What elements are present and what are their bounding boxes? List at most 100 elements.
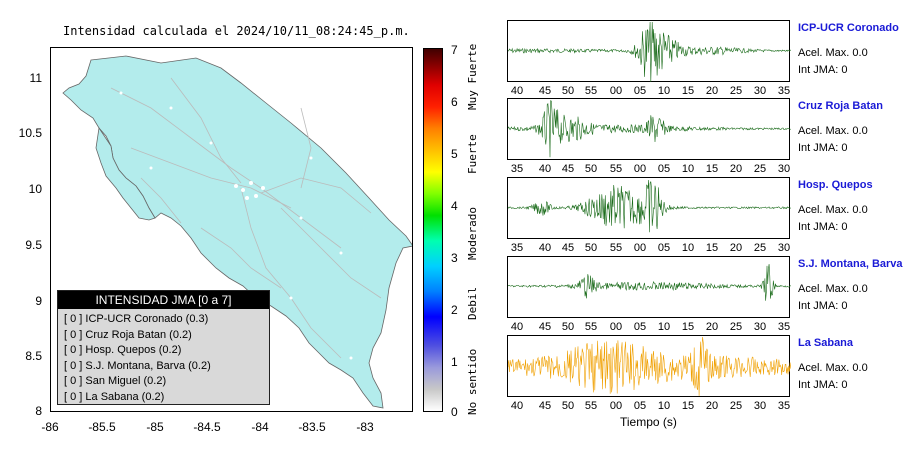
seismogram-trace[interactable] bbox=[507, 256, 791, 318]
y-tick: 8.5 bbox=[25, 349, 42, 363]
seismogram-trace[interactable] bbox=[507, 177, 791, 239]
time-tick: 50 bbox=[561, 400, 575, 412]
time-tick: 15 bbox=[705, 242, 719, 254]
seismogram-trace[interactable] bbox=[507, 20, 791, 83]
time-tick: 05 bbox=[633, 85, 647, 97]
time-tick: 55 bbox=[609, 242, 623, 254]
intensity-colorbar bbox=[423, 48, 443, 412]
colorbar-tick: 3 bbox=[451, 251, 458, 265]
y-tick: 10.5 bbox=[18, 126, 42, 140]
station-jma-intensity: Int JMA: 0 bbox=[798, 379, 848, 391]
time-tick: 45 bbox=[538, 85, 552, 97]
trace-time-ticks: 35 40 45 50 55 00 05 10 15 20 25 30 bbox=[507, 242, 790, 254]
time-tick: 00 bbox=[633, 163, 647, 175]
y-tick: 11 bbox=[29, 71, 42, 85]
colorbar-tick: 1 bbox=[451, 355, 458, 369]
y-tick: 9 bbox=[35, 294, 42, 308]
colorbar-label: Fuerte bbox=[466, 134, 479, 174]
time-tick: 40 bbox=[510, 321, 524, 333]
seismogram-trace[interactable] bbox=[507, 98, 791, 160]
colorbar-label: No sentido bbox=[466, 348, 479, 415]
colorbar-tick: 0 bbox=[451, 405, 458, 419]
legend-item: [ 0 ] Hosp. Quepos (0.2) bbox=[64, 344, 182, 356]
waveform-line bbox=[508, 179, 791, 233]
time-tick: 30 bbox=[777, 163, 791, 175]
time-tick: 00 bbox=[609, 321, 623, 333]
x-tick: -85 bbox=[146, 420, 164, 434]
station-acceleration: Acel. Max. 0.0 bbox=[798, 283, 868, 295]
time-tick: 20 bbox=[729, 163, 743, 175]
x-tick: -83 bbox=[356, 420, 374, 434]
colorbar-label: Muy Fuerte bbox=[466, 43, 479, 110]
time-tick: 50 bbox=[561, 85, 575, 97]
time-tick: 35 bbox=[777, 400, 791, 412]
time-tick: 10 bbox=[657, 400, 671, 412]
x-tick: -84.5 bbox=[193, 420, 221, 434]
time-tick: 20 bbox=[705, 85, 719, 97]
time-tick: 50 bbox=[561, 321, 575, 333]
trace-time-ticks: 35 40 45 50 55 00 05 10 15 20 25 30 bbox=[507, 163, 790, 175]
x-tick: -83.5 bbox=[298, 420, 326, 434]
colorbar-label: Moderado bbox=[466, 207, 479, 260]
time-tick: 40 bbox=[510, 400, 524, 412]
time-tick: 45 bbox=[561, 242, 575, 254]
time-tick: 25 bbox=[729, 321, 743, 333]
x-tick: -84 bbox=[251, 420, 269, 434]
station-jma-intensity: Int JMA: 0 bbox=[798, 221, 848, 233]
waveform bbox=[508, 100, 791, 158]
y-tick: 10 bbox=[28, 182, 42, 196]
station-jma-intensity: Int JMA: 0 bbox=[798, 300, 848, 312]
time-tick: 30 bbox=[753, 321, 767, 333]
time-tick: 05 bbox=[657, 163, 671, 175]
waveform bbox=[508, 21, 791, 83]
time-tick: 50 bbox=[584, 242, 598, 254]
time-tick: 35 bbox=[777, 321, 791, 333]
time-tick: 20 bbox=[729, 242, 743, 254]
map-title: Intensidad calculada el 2024/10/11_08:24… bbox=[63, 24, 410, 38]
colorbar-tick: 2 bbox=[451, 303, 458, 317]
colorbar-tick: 5 bbox=[451, 147, 458, 161]
time-tick: 20 bbox=[705, 400, 719, 412]
waveform bbox=[508, 179, 791, 233]
station-name[interactable]: La Sabana bbox=[798, 337, 854, 349]
colorbar-label: Debil bbox=[466, 286, 479, 320]
costa-rica-map bbox=[62, 55, 412, 409]
time-tick: 25 bbox=[729, 400, 743, 412]
time-tick: 55 bbox=[584, 85, 598, 97]
station-acceleration: Acel. Max. 0.0 bbox=[798, 204, 868, 216]
time-tick: 55 bbox=[584, 321, 598, 333]
time-tick: 05 bbox=[633, 321, 647, 333]
station-jma-intensity: Int JMA: 0 bbox=[798, 142, 848, 154]
station-acceleration: Acel. Max. 0.0 bbox=[798, 125, 868, 137]
intensity-legend: INTENSIDAD JMA [0 a 7] [ 0 ] ICP-UCR Cor… bbox=[57, 290, 270, 405]
colorbar-tick: 7 bbox=[451, 43, 458, 57]
station-name[interactable]: S.J. Montana, Barva bbox=[798, 258, 903, 270]
station-name[interactable]: Hosp. Quepos bbox=[798, 179, 873, 191]
x-tick: -86 bbox=[41, 420, 59, 434]
y-tick: 8 bbox=[35, 404, 42, 418]
city-points bbox=[119, 91, 353, 360]
waveform-line bbox=[508, 264, 791, 301]
time-tick: 45 bbox=[561, 163, 575, 175]
time-tick: 35 bbox=[777, 85, 791, 97]
time-tick: 15 bbox=[681, 321, 695, 333]
time-tick: 50 bbox=[584, 163, 598, 175]
seismogram-trace[interactable] bbox=[507, 335, 791, 397]
legend-item: [ 0 ] La Sabana (0.2) bbox=[64, 390, 165, 403]
station-acceleration: Acel. Max. 0.0 bbox=[798, 47, 868, 59]
time-tick: 35 bbox=[510, 163, 524, 175]
legend-title: INTENSIDAD JMA [0 a 7] bbox=[58, 291, 269, 309]
time-tick: 10 bbox=[681, 242, 695, 254]
waveform-line bbox=[508, 100, 791, 158]
station-jma-intensity: Int JMA: 0 bbox=[798, 64, 848, 76]
station-name[interactable]: Cruz Roja Batan bbox=[798, 100, 883, 112]
colorbar-tick: 4 bbox=[451, 199, 458, 213]
time-tick: 25 bbox=[729, 85, 743, 97]
time-tick: 00 bbox=[609, 400, 623, 412]
waveform bbox=[508, 264, 791, 301]
xaxis-label: Tiempo (s) bbox=[620, 415, 677, 429]
time-tick: 00 bbox=[633, 242, 647, 254]
station-acceleration: Acel. Max. 0.0 bbox=[798, 362, 868, 374]
station-name[interactable]: ICP-UCR Coronado bbox=[798, 22, 899, 34]
time-tick: 30 bbox=[777, 242, 791, 254]
